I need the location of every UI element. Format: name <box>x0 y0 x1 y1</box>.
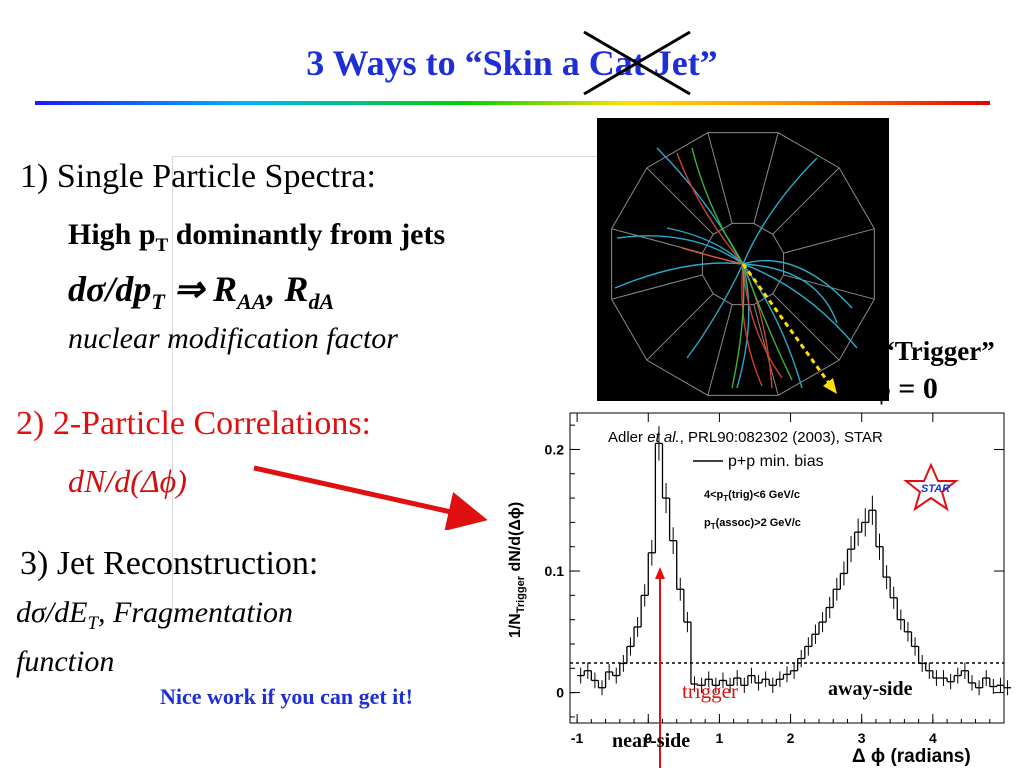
background-frame <box>172 156 603 612</box>
formula-arrow: ⇒ R <box>164 269 238 309</box>
y-axis-label: 1/NTrigger dN/d(Δϕ) <box>507 502 527 638</box>
s3-dsigma: dσ/dE <box>16 596 88 629</box>
particle-track <box>681 247 744 265</box>
formula-rda-sub: dA <box>308 289 335 315</box>
jets-line-post: dominantly from jets <box>168 218 446 251</box>
detector-spoke <box>772 293 840 361</box>
particle-track <box>666 227 744 265</box>
y-tick-label: 0.1 <box>545 563 565 579</box>
x-tick-label: 4 <box>929 730 937 746</box>
section2-formula: dN/d(Δϕ) <box>68 463 187 499</box>
histogram-series <box>577 426 1012 696</box>
particle-track <box>686 263 744 359</box>
particle-track <box>616 235 744 265</box>
particle-track <box>742 263 793 381</box>
star-logo-shape <box>903 462 959 512</box>
cross-out-mark <box>583 30 691 96</box>
particle-track <box>731 263 745 389</box>
star-logo: STAR <box>903 462 959 512</box>
jets-line-sub: T <box>155 235 169 256</box>
detector-spoke <box>646 167 714 235</box>
particle-track <box>614 262 744 289</box>
s3-fragmentation: , Fragmentation <box>98 596 294 629</box>
detector-spoke <box>707 304 733 396</box>
away-side-label: away-side <box>828 678 913 700</box>
event-display <box>597 118 889 401</box>
formula-dsigma-sub: T <box>151 289 165 315</box>
near-side-label: near-side <box>612 730 690 752</box>
particle-track <box>742 260 853 309</box>
x-axis-label: Δ ϕ (radians) <box>852 746 971 767</box>
cut-assoc: pT(assoc)>2 GeV/c <box>704 517 801 531</box>
jets-line-text: High p <box>68 218 156 251</box>
particle-track <box>736 263 750 389</box>
x-tick-label: 2 <box>787 730 795 746</box>
detector-spoke <box>772 167 840 235</box>
x-tick-label: -1 <box>571 730 584 746</box>
particle-track <box>742 263 803 389</box>
section1-heading: 1) Single Particle Spectra: <box>20 158 376 195</box>
y-tick-label: 0 <box>556 685 564 701</box>
y-tick-label: 0.2 <box>545 441 565 457</box>
axis-ticks: -1 0 1 2 3 4 0 0.1 0.2 <box>545 413 1004 746</box>
slide-title: 3 Ways to “Skin a Cat Jet” <box>0 42 1024 84</box>
title-text: 3 Ways to “Skin a Cat Jet” <box>306 43 718 83</box>
legend-label: p+p min. bias <box>728 453 824 470</box>
formula-raa-sub: AA <box>237 289 267 315</box>
detector-geometry <box>611 132 875 396</box>
citation-label: Adler et al., PRL90:082302 (2003), STAR <box>608 429 883 446</box>
particle-track <box>741 263 763 387</box>
section3-line2: function <box>16 645 115 678</box>
section3-heading: 3) Jet Reconstruction: <box>20 545 319 582</box>
section1-nmf: nuclear modification factor <box>68 322 398 355</box>
detector-spoke <box>783 228 875 254</box>
s3-dsigma-sub: T <box>87 613 99 634</box>
footer-note: Nice work if you can get it! <box>160 684 413 709</box>
x-tick-label: 3 <box>858 730 866 746</box>
particle-track <box>742 263 858 349</box>
trigger-annotation: trigger <box>655 567 738 768</box>
section2-heading: 2) 2-Particle Correlations: <box>16 405 372 442</box>
correlation-chart: -1 0 1 2 3 4 0 0.1 0.2 Adler et al., PRL90:08230… <box>507 412 1012 768</box>
trigger-arrow-head <box>823 378 837 394</box>
particle-track <box>691 147 744 265</box>
detector-spoke <box>646 293 714 361</box>
star-logo-text: STAR <box>921 483 950 495</box>
title-rule <box>35 101 990 105</box>
x-tick-label: 1 <box>716 730 724 746</box>
particle-track <box>742 263 838 324</box>
section1-formula: dσ/dpT ⇒ RAA, RdA <box>68 268 334 315</box>
detector-spoke <box>707 132 733 224</box>
formula-dsigma: dσ/dp <box>68 269 152 309</box>
trigger-label: “Trigger” <box>881 336 995 366</box>
x-tick-label: 0 <box>644 730 652 746</box>
detector-spoke <box>753 132 779 224</box>
trigger-arrow-head <box>655 567 665 579</box>
phi-zero-label: ϕ = 0 <box>872 372 938 405</box>
detector-spoke <box>611 274 703 300</box>
trigger-text: trigger <box>682 679 738 703</box>
formula-mid: , R <box>266 269 309 309</box>
pointer-arrow <box>253 465 488 530</box>
section3-line1: dσ/dET, Fragmentation <box>16 596 293 635</box>
trigger-track <box>741 263 833 387</box>
cut-trigger: 4<pT(trig)<6 GeV/c <box>704 489 800 503</box>
section1-jets-line: High pT dominantly from jets <box>68 218 445 257</box>
particle-track <box>742 157 818 265</box>
particle-track <box>676 152 744 265</box>
